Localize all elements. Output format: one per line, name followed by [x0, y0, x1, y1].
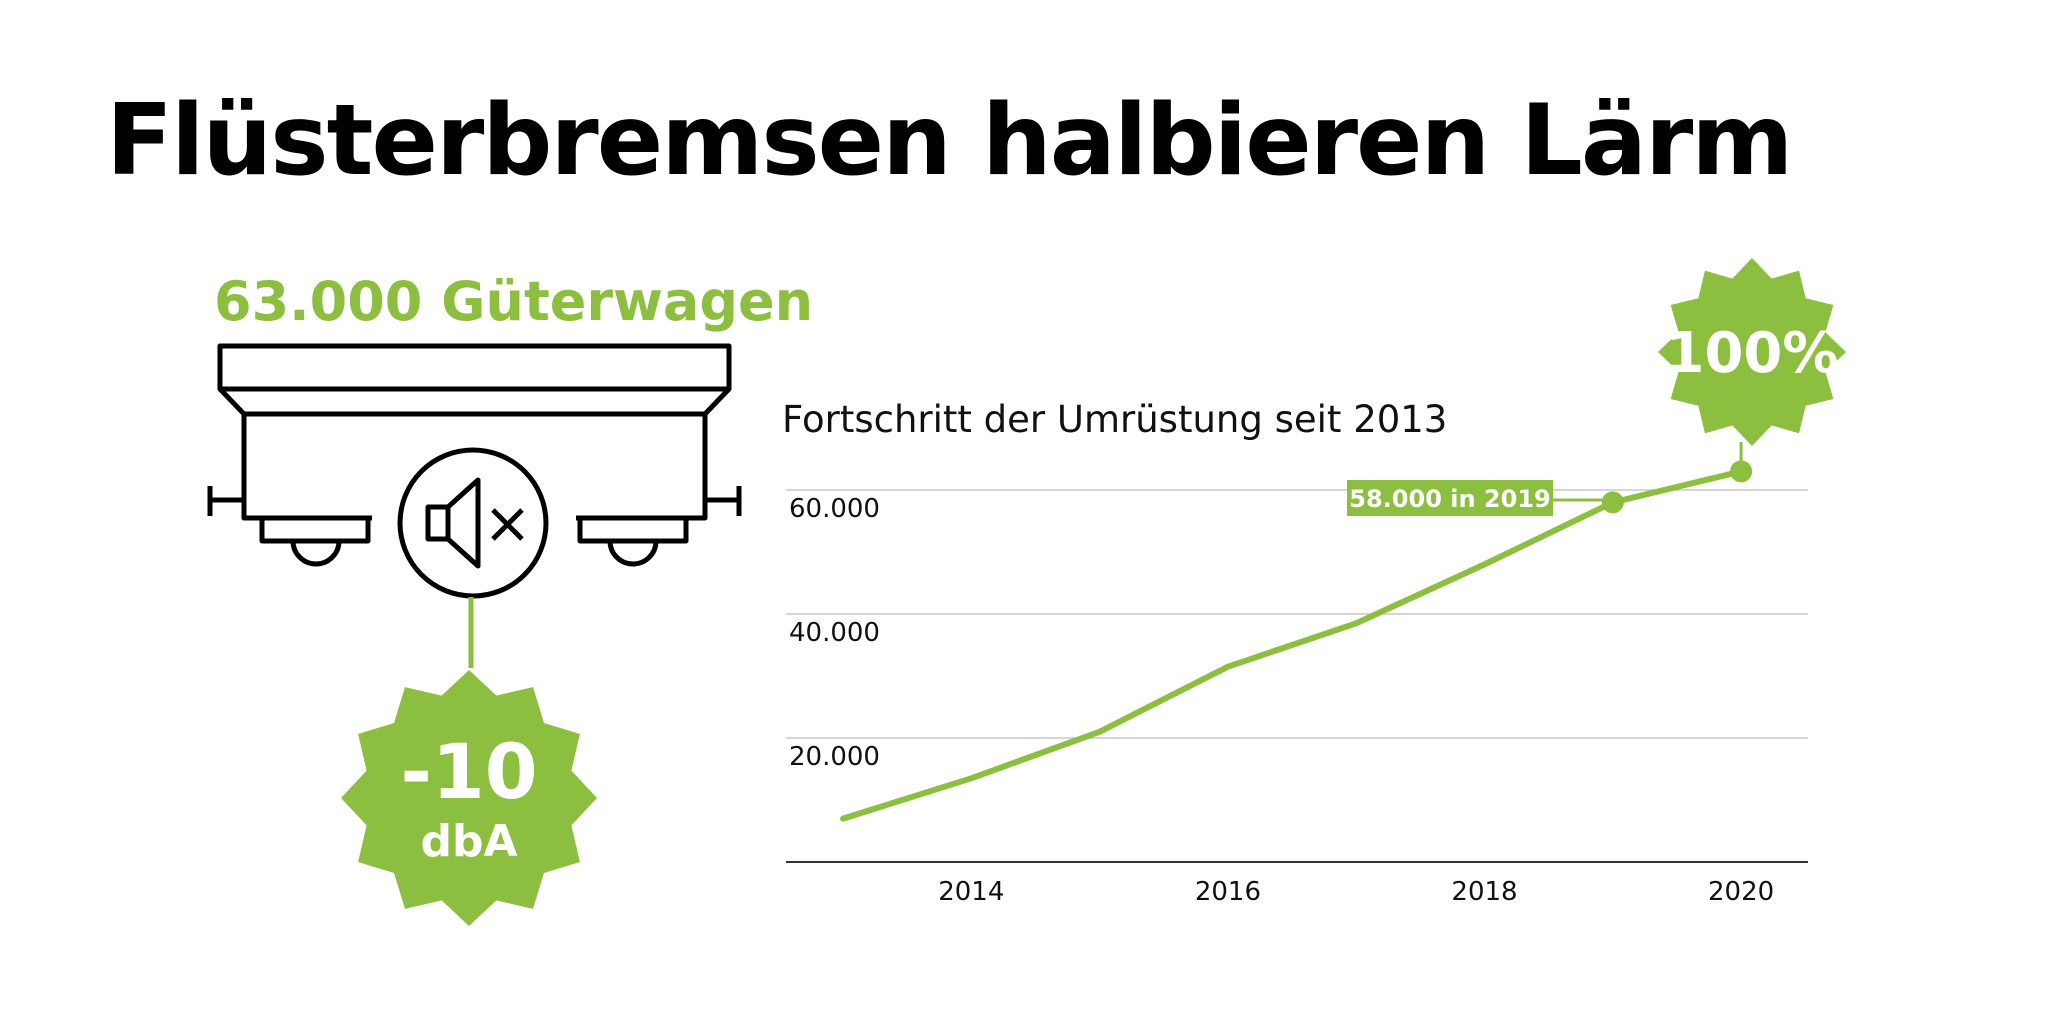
noise-badge-unit: dbA — [420, 816, 517, 867]
noise-badge-shape — [341, 670, 597, 926]
x-tick-label: 2014 — [938, 877, 1004, 907]
data-point-2019 — [1601, 491, 1624, 514]
series-line — [840, 468, 1745, 822]
completion-badge-shape — [1658, 258, 1846, 446]
y-tick-label: 40.000 — [789, 618, 880, 648]
completion-badge-label: 100% — [1665, 321, 1838, 386]
headline: Flüsterbremsen halbieren Lärm — [106, 84, 1793, 198]
x-tick-label: 2018 — [1451, 877, 1517, 907]
noise-badge-value: -10 — [400, 727, 537, 816]
annotation-label-2019: 58.000 in 2019 — [1349, 485, 1550, 513]
annotation-label-bg — [1347, 480, 1553, 516]
speaker-mute-icon — [397, 447, 549, 599]
x-tick-label: 2020 — [1708, 877, 1774, 907]
data-point-2020 — [1730, 460, 1753, 483]
chart-title: Fortschritt der Umrüstung seit 2013 — [782, 398, 1448, 441]
y-tick-label: 60.000 — [789, 494, 880, 524]
wagon-count: 63.000 Güterwagen — [214, 270, 814, 333]
y-tick-label: 20.000 — [789, 742, 880, 772]
x-tick-label: 2016 — [1195, 877, 1261, 907]
freight-wagon-icon — [207, 343, 742, 567]
